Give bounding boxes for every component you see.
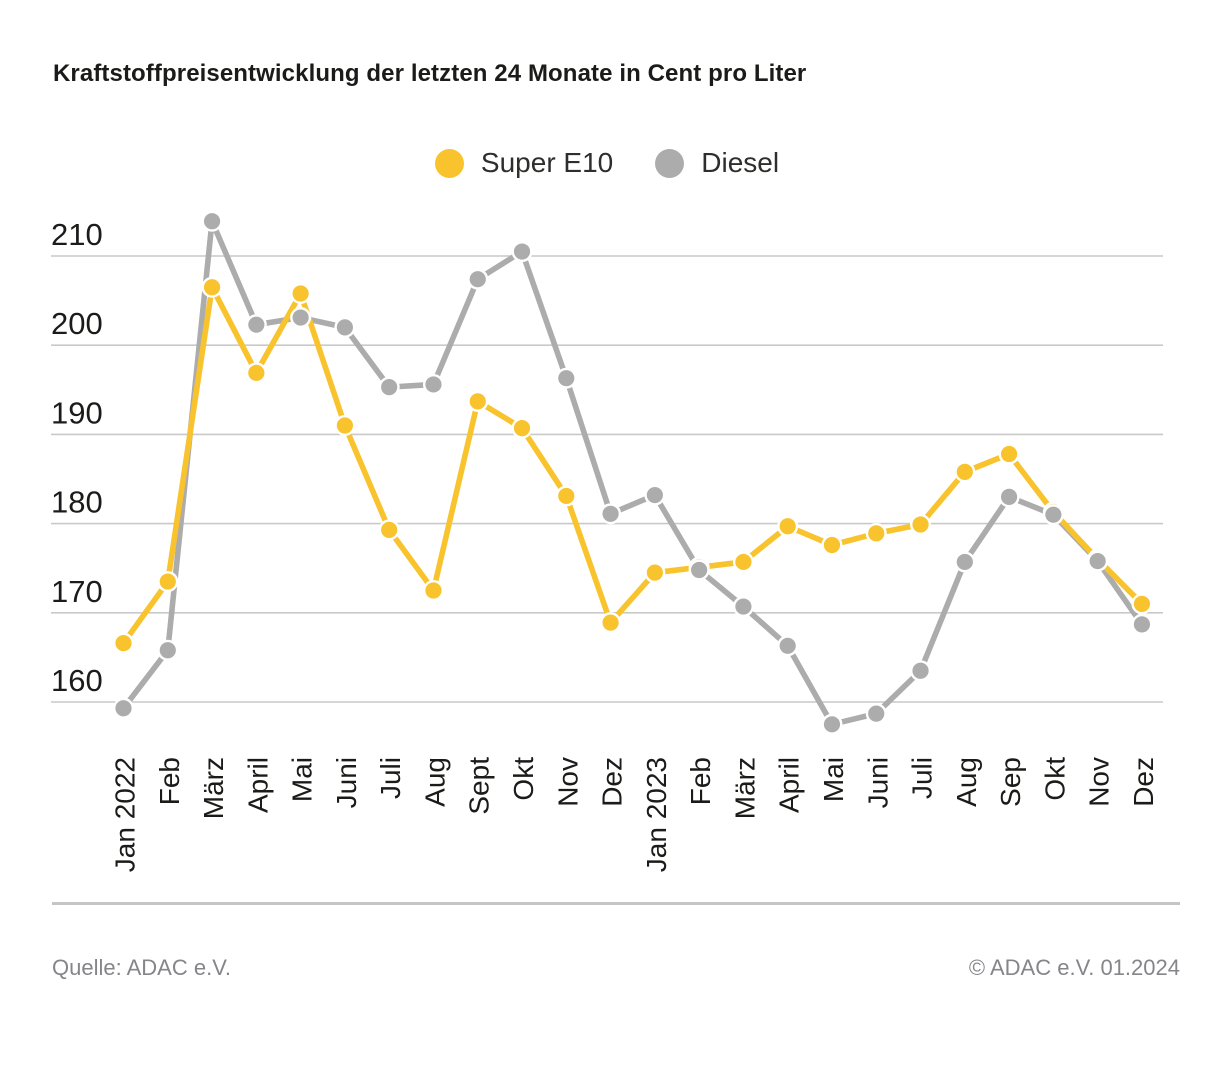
diesel-point-März: [201, 210, 223, 232]
diesel-point-Jan-2023: [644, 484, 666, 506]
diesel-point-Sept: [467, 268, 489, 290]
y-tick-label-170: 170: [51, 574, 103, 609]
diesel-point-April: [245, 314, 267, 336]
copyright-note: © ADAC e.V. 01.2024: [968, 955, 1180, 980]
super-e10-point-März: [201, 276, 223, 298]
diesel-point-Jan-2022: [112, 697, 134, 719]
super-e10-point-Juni: [865, 522, 887, 544]
x-tick-label-4: April: [242, 757, 273, 813]
super-e10-point-Aug: [954, 461, 976, 483]
diesel-point-Okt: [1042, 504, 1064, 526]
super-e10-point-Dez: [1131, 593, 1153, 615]
y-tick-label-160: 160: [51, 663, 103, 698]
super-e10-point-März: [732, 551, 754, 573]
x-tick-label-23: Nov: [1084, 757, 1115, 807]
diesel-point-Mai: [821, 713, 843, 735]
x-tick-label-21: Sep: [995, 757, 1026, 807]
super-e10-point-Aug: [422, 580, 444, 602]
legend-item-diesel: Diesel: [655, 147, 779, 179]
diesel-dot-icon: [655, 148, 685, 178]
super-e10-point-Juli: [910, 513, 932, 535]
diesel-point-Juli: [910, 660, 932, 682]
x-tick-label-7: Juli: [375, 757, 406, 799]
super-e10-point-Okt: [511, 417, 533, 439]
super-e10-point-Sep: [998, 443, 1020, 465]
x-tick-label-24: Dez: [1128, 757, 1159, 807]
diesel-point-Juli: [378, 376, 400, 398]
super-e10-point-Jan-2023: [644, 562, 666, 584]
super-e10-point-Jan-2022: [112, 632, 134, 654]
diesel-point-März: [732, 596, 754, 618]
diesel-point-Nov: [1087, 550, 1109, 572]
x-tick-label-11: Nov: [552, 757, 583, 807]
super-e10-point-April: [245, 362, 267, 384]
source-note: Quelle: ADAC e.V.: [52, 955, 231, 980]
x-tick-label-9: Sept: [464, 757, 495, 815]
diesel-point-Sep: [998, 486, 1020, 508]
x-tick-label-16: April: [774, 757, 805, 813]
x-tick-label-5: Mai: [287, 757, 318, 802]
diesel-point-Nov: [555, 367, 577, 389]
diesel-point-Aug: [954, 551, 976, 573]
y-tick-label-200: 200: [51, 306, 103, 341]
y-axis-tick-labels: 160 170 180 190 200 210: [51, 217, 103, 698]
super-e10-point-Dez: [600, 612, 622, 634]
diesel-line: [120, 218, 1145, 728]
diesel-point-Aug: [422, 373, 444, 395]
super-e10-dot-icon: [434, 148, 464, 178]
super-e10-point-Juli: [378, 519, 400, 541]
diesel-point-Dez: [1131, 613, 1153, 635]
x-tick-label-6: Juni: [331, 757, 362, 808]
super-e10-point-Feb: [157, 571, 179, 593]
x-tick-label-19: Juli: [907, 757, 938, 799]
x-axis-month-labels: Jan 2022 Feb März April Mai Juni Juli Aug Sept Ok…: [110, 757, 1159, 872]
footer-divider: [52, 902, 1180, 905]
diesel-point-Dez: [600, 503, 622, 525]
chart-title: Kraftstoffpreisentwicklung der letzten 2…: [53, 60, 807, 87]
legend-item-super-e10: Super E10: [434, 147, 614, 179]
super-e10-point-Nov: [555, 485, 577, 507]
super-e10-line: [120, 284, 1145, 646]
x-tick-label-2: Feb: [154, 757, 185, 805]
legend-label-super-e10: Super E10: [480, 147, 614, 178]
diesel-point-Mai: [290, 307, 312, 329]
x-tick-label-14: Feb: [685, 757, 716, 805]
x-tick-label-18: Juni: [862, 757, 893, 808]
x-tick-label-10: Okt: [508, 757, 539, 801]
x-tick-label-12: Dez: [597, 757, 628, 807]
y-tick-label-180: 180: [51, 485, 103, 520]
x-tick-label-13: Jan 2023: [641, 757, 672, 872]
legend-label-diesel: Diesel: [701, 147, 780, 178]
super-e10-point-Sept: [467, 390, 489, 412]
x-tick-label-8: Aug: [419, 757, 450, 807]
super-e10-point-Mai: [821, 534, 843, 556]
legend: Super E10 Diesel: [51, 147, 1163, 179]
super-e10-point-Juni: [334, 414, 356, 436]
diesel-point-Feb: [157, 639, 179, 661]
y-gridlines: [51, 255, 1163, 703]
super-e10-point-April: [777, 515, 799, 537]
x-tick-label-17: Mai: [818, 757, 849, 802]
x-tick-label-15: März: [729, 757, 760, 819]
x-tick-label-20: Aug: [951, 757, 982, 807]
diesel-point-Juni: [865, 703, 887, 725]
y-tick-label-190: 190: [51, 395, 103, 430]
diesel-point-Feb: [688, 559, 710, 581]
diesel-point-Juni: [334, 316, 356, 338]
x-tick-label-3: März: [198, 757, 229, 819]
x-tick-label-1: Jan 2022: [110, 757, 141, 872]
y-tick-label-210: 210: [51, 217, 103, 252]
super-e10-point-Mai: [290, 282, 312, 304]
diesel-markers: [112, 210, 1153, 735]
x-tick-label-22: Okt: [1039, 757, 1070, 801]
diesel-point-April: [777, 635, 799, 657]
diesel-point-Okt: [511, 241, 533, 263]
